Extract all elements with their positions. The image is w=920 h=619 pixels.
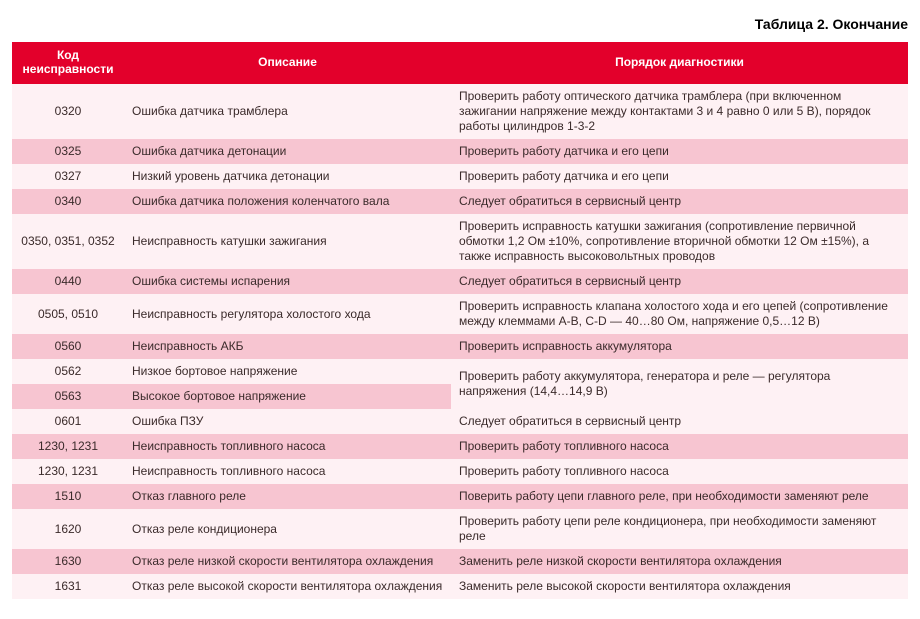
cell-code: 0560 [12, 334, 124, 359]
table-row: 0601 Ошибка ПЗУ Следует обратиться в сер… [12, 409, 908, 434]
cell-diag: Проверить исправность клапана холостого … [451, 294, 908, 334]
cell-diag: Проверить работу оптического датчика тра… [451, 83, 908, 139]
cell-code: 0562 [12, 359, 124, 384]
col-header-diag: Порядок диагностики [451, 42, 908, 83]
table-row: 0505, 0510 Неисправность регулятора холо… [12, 294, 908, 334]
cell-code: 1620 [12, 509, 124, 549]
cell-desc: Низкий уровень датчика детонации [124, 164, 451, 189]
col-header-code: Код неисправности [12, 42, 124, 83]
cell-diag: Проверить работу датчика и его цепи [451, 139, 908, 164]
cell-diag: Следует обратиться в сервисный центр [451, 189, 908, 214]
cell-code: 1510 [12, 484, 124, 509]
table-row: 1230, 1231 Неисправность топливного насо… [12, 434, 908, 459]
cell-desc: Отказ реле высокой скорости вентилятора … [124, 574, 451, 599]
cell-desc: Неисправность АКБ [124, 334, 451, 359]
cell-desc: Неисправность топливного насоса [124, 434, 451, 459]
cell-desc: Высокое бортовое напряжение [124, 384, 451, 409]
cell-diag: Проверить работу топливного насоса [451, 434, 908, 459]
cell-code: 1230, 1231 [12, 434, 124, 459]
cell-diag: Заменить реле низкой скорости вентилятор… [451, 549, 908, 574]
table-row: 1230, 1231 Неисправность топливного насо… [12, 459, 908, 484]
table-row: 0560 Неисправность АКБ Проверить исправн… [12, 334, 908, 359]
cell-diag: Следует обратиться в сервисный центр [451, 269, 908, 294]
cell-code: 0320 [12, 83, 124, 139]
cell-diag: Проверить исправность катушки зажигания … [451, 214, 908, 269]
cell-code: 0440 [12, 269, 124, 294]
cell-desc: Ошибка датчика детонации [124, 139, 451, 164]
cell-desc: Ошибка ПЗУ [124, 409, 451, 434]
cell-desc: Низкое бортовое напряжение [124, 359, 451, 384]
cell-diag: Следует обратиться в сервисный центр [451, 409, 908, 434]
cell-desc: Отказ главного реле [124, 484, 451, 509]
cell-diag: Проверить работу топливного насоса [451, 459, 908, 484]
cell-desc: Неисправность регулятора холостого хода [124, 294, 451, 334]
cell-diag-merged: Проверить работу аккумулятора, генератор… [451, 359, 908, 409]
table-row: 0327 Низкий уровень датчика детонации Пр… [12, 164, 908, 189]
table-row: 0340 Ошибка датчика положения коленчатог… [12, 189, 908, 214]
cell-code: 0601 [12, 409, 124, 434]
cell-desc: Ошибка датчика трамблера [124, 83, 451, 139]
col-header-desc: Описание [124, 42, 451, 83]
cell-diag: Проверить работу цепи реле кондиционера,… [451, 509, 908, 549]
table-row: 0325 Ошибка датчика детонации Проверить … [12, 139, 908, 164]
fault-codes-table: Код неисправности Описание Порядок диагн… [12, 42, 908, 599]
table-header-row: Код неисправности Описание Порядок диагн… [12, 42, 908, 83]
cell-desc: Отказ реле кондиционера [124, 509, 451, 549]
cell-code: 1230, 1231 [12, 459, 124, 484]
cell-code: 1631 [12, 574, 124, 599]
cell-diag: Поверить работу цепи главного реле, при … [451, 484, 908, 509]
cell-desc: Ошибка системы испарения [124, 269, 451, 294]
cell-code: 0327 [12, 164, 124, 189]
cell-diag: Проверить исправность аккумулятора [451, 334, 908, 359]
table-row: 1631 Отказ реле высокой скорости вентиля… [12, 574, 908, 599]
cell-code: 1630 [12, 549, 124, 574]
table-row: 1630 Отказ реле низкой скорости вентилят… [12, 549, 908, 574]
cell-code: 0340 [12, 189, 124, 214]
cell-code: 0505, 0510 [12, 294, 124, 334]
table-row: 1620 Отказ реле кондиционера Проверить р… [12, 509, 908, 549]
table-row: 0440 Ошибка системы испарения Следует об… [12, 269, 908, 294]
cell-desc: Отказ реле низкой скорости вентилятора о… [124, 549, 451, 574]
cell-desc: Неисправность катушки зажигания [124, 214, 451, 269]
cell-diag: Заменить реле высокой скорости вентилято… [451, 574, 908, 599]
cell-code: 0325 [12, 139, 124, 164]
cell-desc: Ошибка датчика положения коленчатого вал… [124, 189, 451, 214]
cell-diag: Проверить работу датчика и его цепи [451, 164, 908, 189]
table-row: 1510 Отказ главного реле Поверить работу… [12, 484, 908, 509]
table-caption: Таблица 2. Окончание [12, 16, 908, 32]
cell-code: 0563 [12, 384, 124, 409]
table-row: 0562 Низкое бортовое напряжение Проверит… [12, 359, 908, 384]
table-row: 0350, 0351, 0352 Неисправность катушки з… [12, 214, 908, 269]
table-row: 0320 Ошибка датчика трамблера Проверить … [12, 83, 908, 139]
cell-desc: Неисправность топливного насоса [124, 459, 451, 484]
cell-code: 0350, 0351, 0352 [12, 214, 124, 269]
